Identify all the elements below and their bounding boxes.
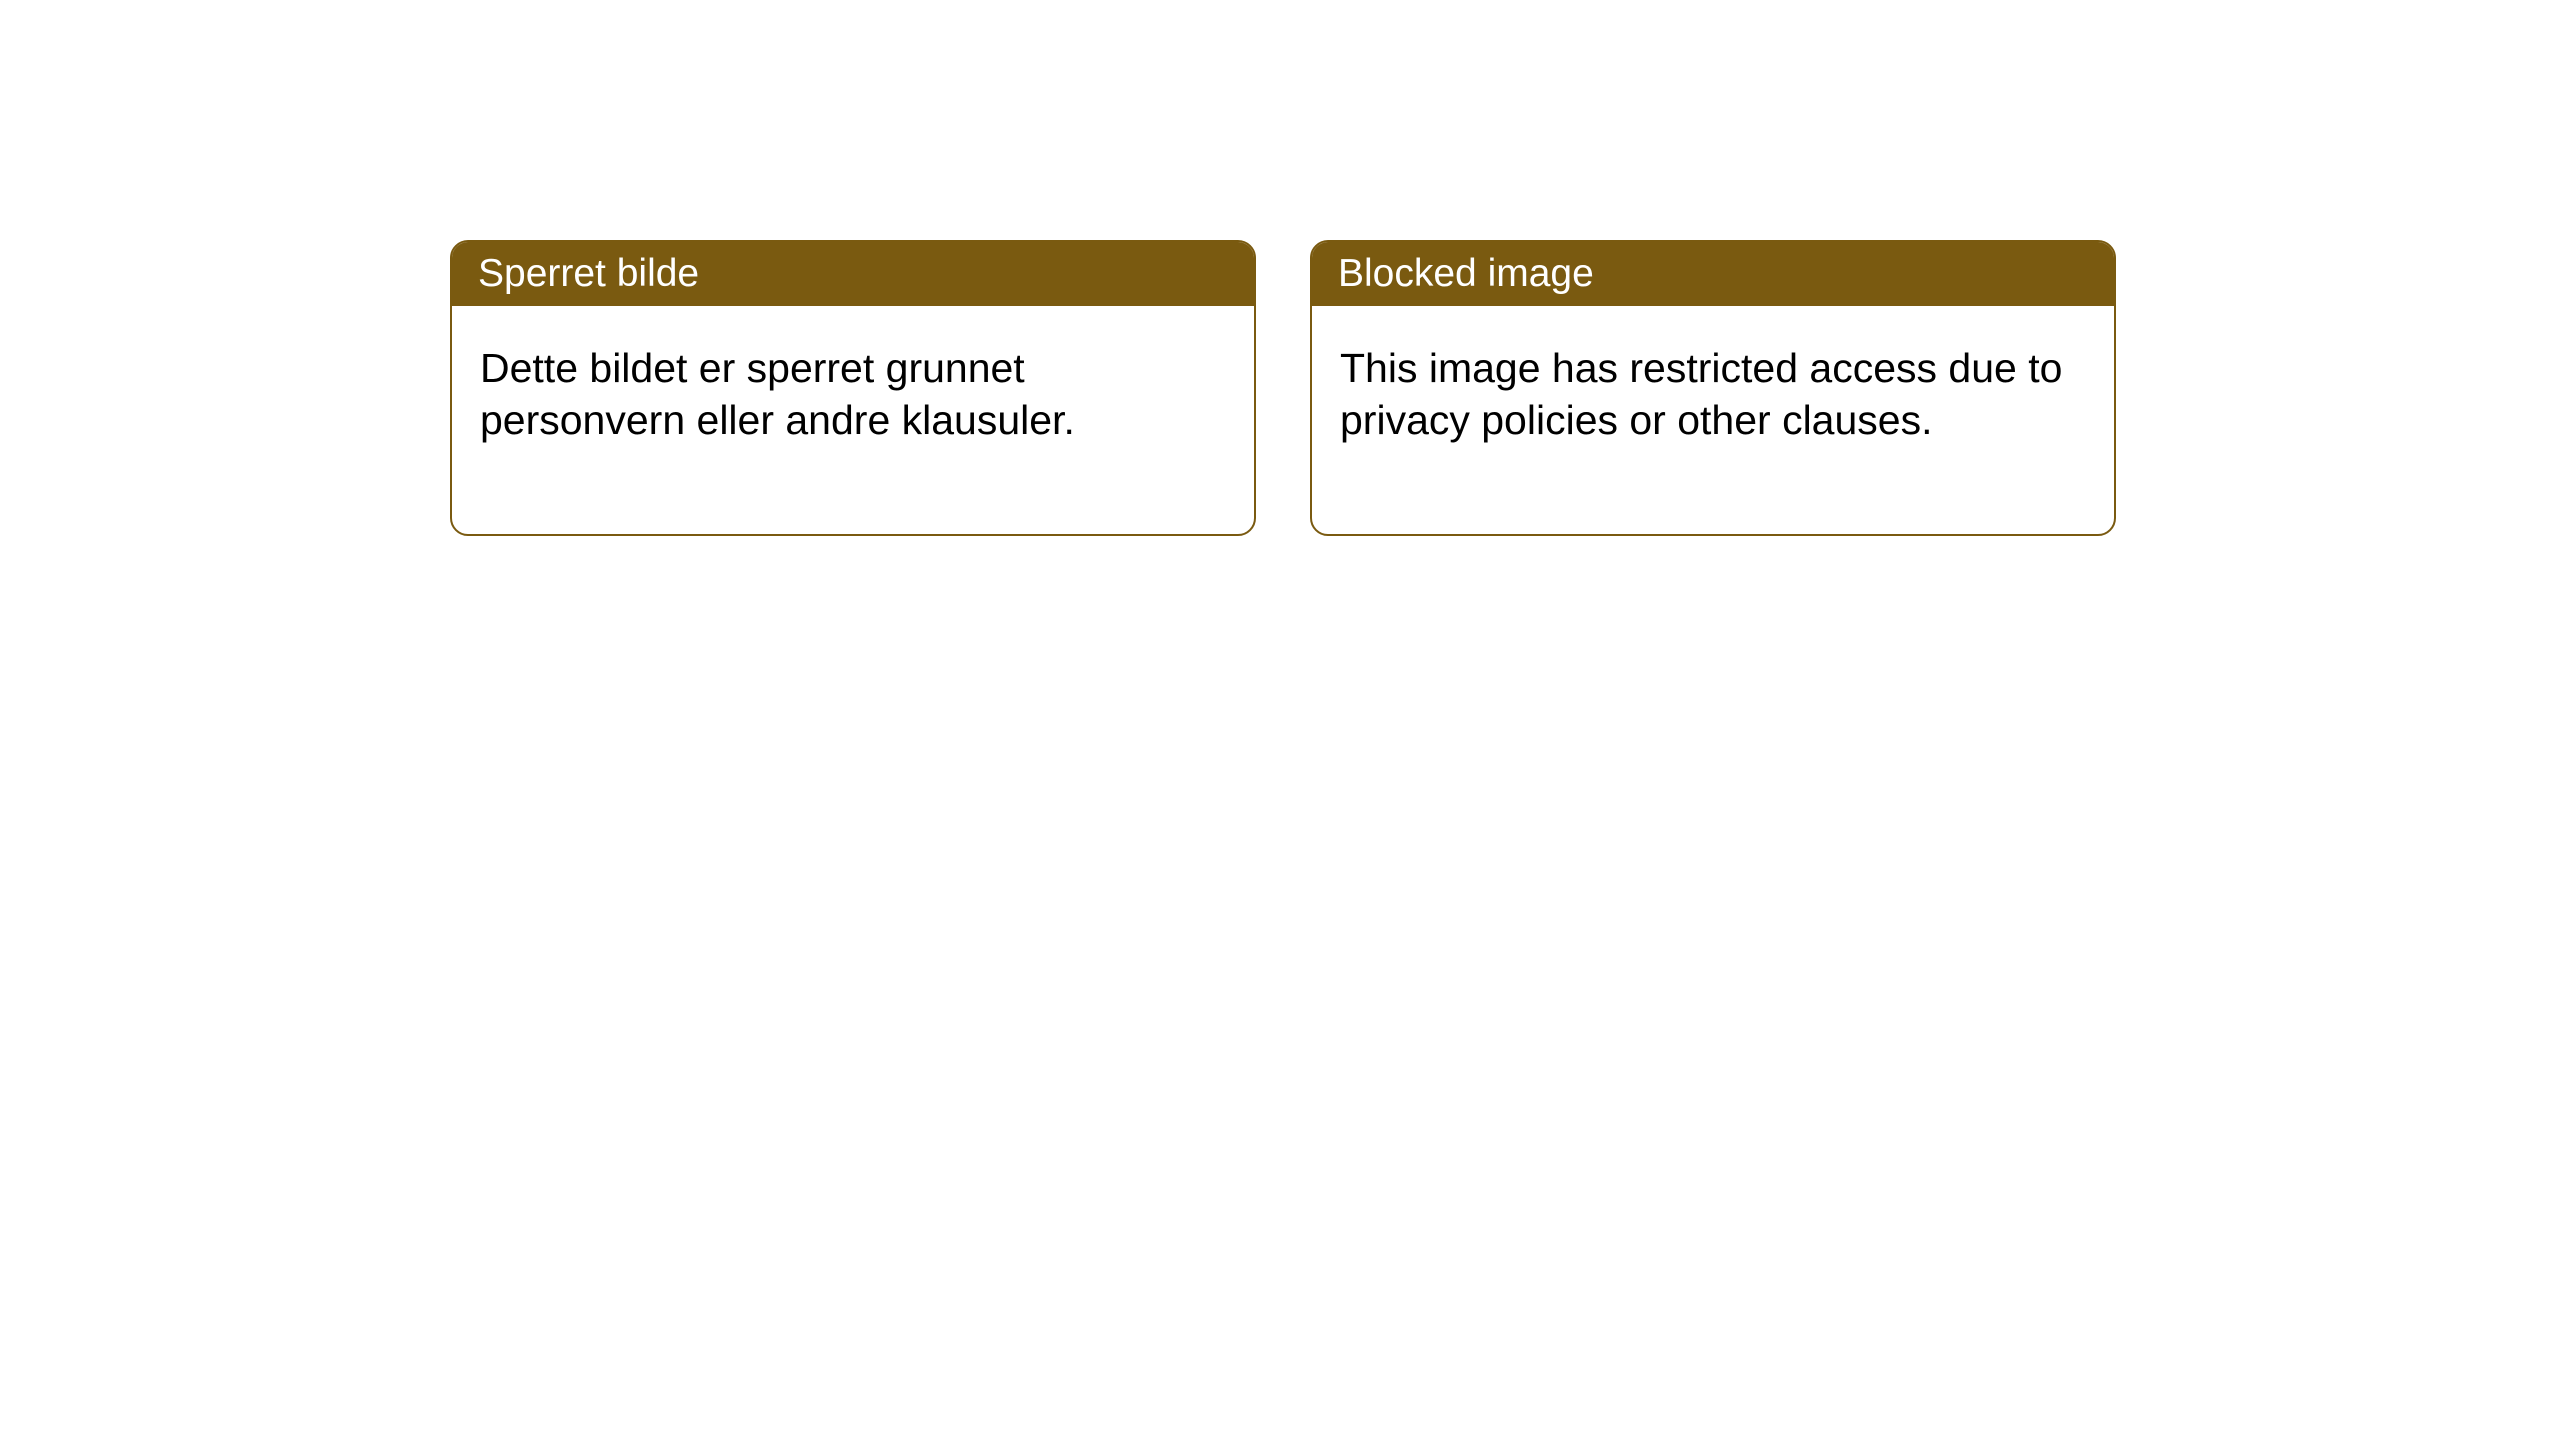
notice-card-message: Dette bildet er sperret grunnet personve… [480, 345, 1075, 443]
notice-card-title: Blocked image [1338, 252, 1594, 295]
notice-cards-container: Sperret bilde Dette bildet er sperret gr… [0, 0, 2560, 536]
notice-card-message: This image has restricted access due to … [1340, 345, 2062, 443]
notice-card-no: Sperret bilde Dette bildet er sperret gr… [450, 240, 1256, 536]
notice-card-header: Sperret bilde [452, 242, 1254, 306]
notice-card-body: Dette bildet er sperret grunnet personve… [452, 306, 1254, 534]
notice-card-header: Blocked image [1312, 242, 2114, 306]
notice-card-en: Blocked image This image has restricted … [1310, 240, 2116, 536]
notice-card-title: Sperret bilde [478, 252, 699, 295]
notice-card-body: This image has restricted access due to … [1312, 306, 2114, 534]
